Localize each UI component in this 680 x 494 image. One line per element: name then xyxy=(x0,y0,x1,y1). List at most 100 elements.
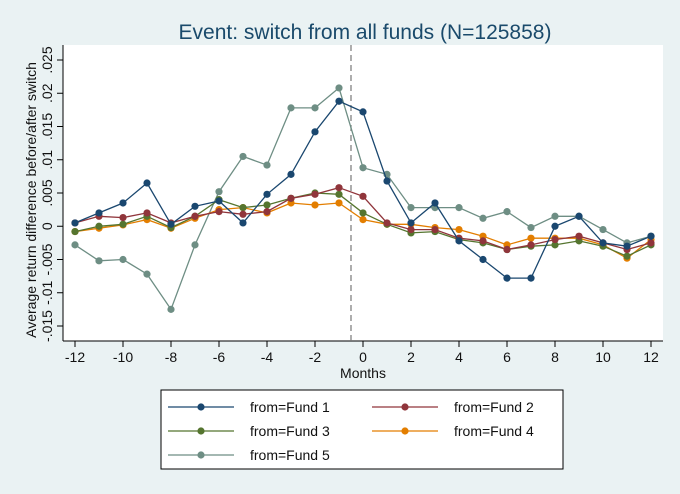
data-point xyxy=(551,235,559,244)
x-tick-label: -2 xyxy=(309,349,322,365)
x-tick-label: 10 xyxy=(595,349,611,365)
y-tick-label: .005 xyxy=(39,179,55,206)
data-point xyxy=(479,255,487,264)
x-tick-label: 4 xyxy=(455,349,463,365)
data-point xyxy=(503,245,511,254)
legend-label: from=Fund 1 xyxy=(250,399,330,415)
y-tick-label: .02 xyxy=(39,83,55,103)
data-point xyxy=(311,201,319,209)
data-point xyxy=(623,252,631,260)
data-point xyxy=(455,225,463,234)
data-point xyxy=(95,257,103,265)
data-point xyxy=(263,161,271,169)
data-point xyxy=(119,255,127,264)
data-point xyxy=(551,212,559,220)
data-point xyxy=(455,204,463,212)
data-point xyxy=(335,97,343,105)
legend-item-1: from=Fund 1 xyxy=(168,399,330,415)
series-1 xyxy=(71,97,655,282)
data-point xyxy=(335,199,343,207)
x-tick-label: -8 xyxy=(165,349,178,365)
data-point xyxy=(263,201,271,209)
data-point xyxy=(407,204,415,212)
data-point xyxy=(479,237,487,245)
data-point xyxy=(599,225,607,234)
y-tick-label: 0 xyxy=(39,222,55,230)
data-point xyxy=(287,170,295,178)
data-point xyxy=(359,192,367,200)
data-point xyxy=(575,212,583,220)
data-point xyxy=(119,199,127,207)
legend-label: from=Fund 4 xyxy=(454,423,534,439)
data-point xyxy=(95,222,103,230)
data-point xyxy=(191,212,199,220)
legend-marker xyxy=(401,427,409,435)
data-point xyxy=(551,241,559,249)
data-point xyxy=(287,104,295,112)
x-tick-label: -6 xyxy=(213,349,226,365)
data-point xyxy=(575,232,583,240)
y-tick-label: .01 xyxy=(39,150,55,170)
data-point xyxy=(119,214,127,222)
data-point xyxy=(431,199,439,207)
data-point xyxy=(455,237,463,245)
data-point xyxy=(71,219,79,227)
data-point xyxy=(215,197,223,205)
legend-label: from=Fund 2 xyxy=(454,399,534,415)
data-point xyxy=(551,222,559,230)
x-tick-label: -4 xyxy=(261,349,274,365)
data-point xyxy=(407,225,415,234)
data-point xyxy=(527,241,535,249)
data-point xyxy=(311,104,319,112)
data-point xyxy=(527,234,535,242)
data-point xyxy=(71,241,79,249)
data-point xyxy=(335,190,343,198)
data-point xyxy=(239,204,247,212)
data-point xyxy=(191,241,199,249)
legend: from=Fund 1 from=Fund 2 from=Fund 3 from=Fu… xyxy=(168,399,534,463)
data-point xyxy=(647,232,655,240)
x-tick-label: 0 xyxy=(359,349,367,365)
x-tick-label: -10 xyxy=(113,349,133,365)
x-tick-label: -12 xyxy=(65,349,85,365)
data-point xyxy=(335,84,343,92)
data-point xyxy=(479,214,487,222)
y-tick-label: -.015 xyxy=(39,310,55,342)
data-point xyxy=(143,179,151,187)
data-point xyxy=(359,216,367,224)
data-point xyxy=(335,184,343,192)
chart-title: Event: switch from all funds (N=125858) xyxy=(179,21,552,44)
y-axis-title: Average return difference before/after s… xyxy=(23,62,39,338)
x-tick-label: 12 xyxy=(643,349,659,365)
y-tick-label: .025 xyxy=(39,46,55,73)
legend-label: from=Fund 5 xyxy=(250,447,330,463)
data-point xyxy=(239,152,247,161)
data-point xyxy=(191,202,199,210)
x-tick-label: 8 xyxy=(551,349,559,365)
data-point xyxy=(311,190,319,198)
data-point xyxy=(263,190,271,198)
data-point xyxy=(359,209,367,217)
data-point xyxy=(239,219,247,227)
legend-item-4: from=Fund 4 xyxy=(372,423,534,439)
data-point xyxy=(503,208,511,216)
data-point xyxy=(167,305,175,313)
data-point xyxy=(95,209,103,217)
data-point xyxy=(647,239,655,247)
y-tick-label: -.005 xyxy=(39,243,55,275)
legend-marker xyxy=(401,403,409,411)
data-point xyxy=(263,208,271,216)
data-point xyxy=(239,210,247,218)
data-point xyxy=(359,164,367,172)
legend-marker xyxy=(197,451,205,459)
data-point xyxy=(359,108,367,116)
data-point xyxy=(167,220,175,228)
x-tick-label: 2 xyxy=(407,349,415,365)
legend-item-5: from=Fund 5 xyxy=(168,447,330,463)
data-point xyxy=(383,177,391,185)
data-point xyxy=(527,274,535,282)
data-point xyxy=(503,274,511,282)
data-point xyxy=(599,239,607,247)
